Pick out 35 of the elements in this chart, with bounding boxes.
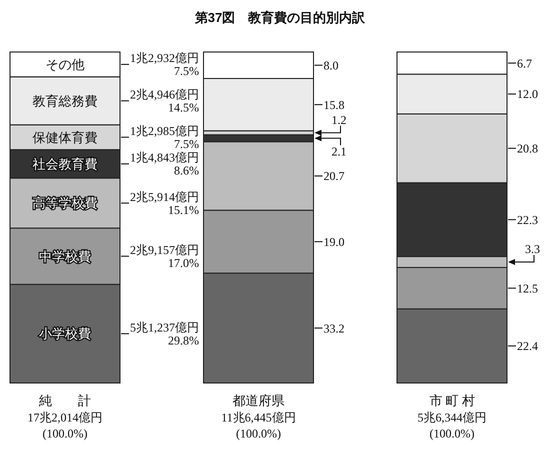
series-label: 社会教育費 — [32, 156, 98, 172]
total-label: 17兆2,014億円 (100.0%) — [28, 410, 102, 440]
data-label: 19.0 — [324, 234, 344, 249]
x-tick-label: 市 町 村 — [429, 393, 475, 408]
data-label: 22.4 — [517, 339, 538, 354]
data-label: 6.7 — [517, 56, 532, 70]
data-label: 33.2 — [324, 321, 344, 336]
data-label: 1.2 — [332, 112, 346, 127]
total-label: 5兆6,344億円 (100.0%) — [418, 410, 486, 440]
series-label: 保健体育費 — [32, 130, 98, 145]
series-label: 中学校費 — [39, 248, 91, 264]
data-label: 20.7 — [324, 169, 344, 184]
data-label: 12.0 — [517, 87, 538, 102]
data-label: 8.0 — [324, 58, 338, 72]
data-label: 20.8 — [517, 142, 538, 156]
data-label: 2兆5,914億円 15.1% — [130, 190, 199, 217]
data-label: 2兆9,157億円 17.0% — [130, 242, 199, 270]
data-label: 2兆4,946億円 14.5% — [130, 88, 199, 115]
series-label: 高等学校費 — [32, 196, 98, 211]
x-tick-label: 都道府県 — [232, 393, 284, 408]
data-label: 22.3 — [517, 212, 538, 227]
series-label: 小学校費 — [39, 326, 91, 342]
data-label: 15.8 — [324, 98, 344, 112]
data-label: 5兆1,237億円 29.8% — [130, 320, 199, 348]
data-label: 1兆4,843億円 8.6% — [130, 150, 199, 178]
series-label: 教育総務費 — [32, 93, 98, 108]
data-label: 3.3 — [525, 242, 540, 256]
total-label: 11兆6,445億円 (100.0%) — [221, 410, 296, 440]
x-tick-label: 純 計 — [39, 393, 91, 408]
data-label: 2.1 — [332, 144, 346, 158]
data-label: 12.5 — [517, 281, 538, 296]
series-label: その他 — [46, 56, 84, 72]
chart-title: 第37図 教育費の目的別内訳 — [194, 10, 366, 25]
data-label: 1兆2,932億円 7.5% — [130, 51, 199, 78]
data-label: 1兆2,985億円 7.5% — [130, 124, 199, 151]
